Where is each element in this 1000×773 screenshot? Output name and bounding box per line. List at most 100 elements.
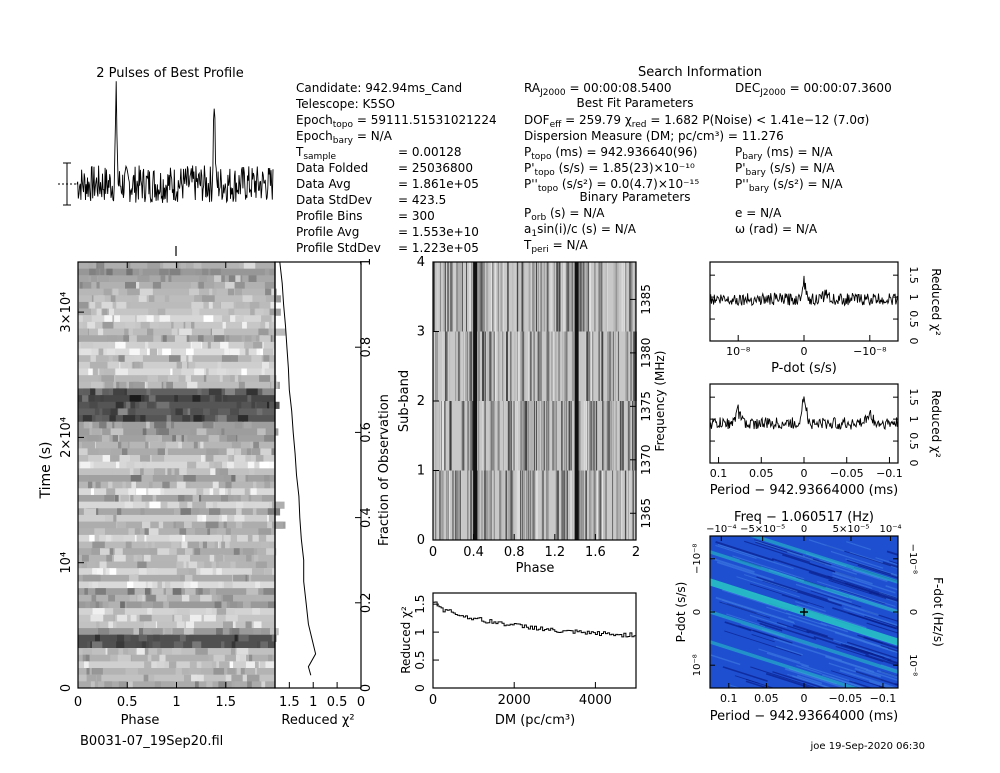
epoch-topo-text: Epochtopo = 59111.51531021224 — [296, 113, 497, 130]
pdot-xtick: 10⁻⁸ — [726, 345, 751, 358]
profile-title: 2 Pulses of Best Profile — [96, 66, 244, 81]
pdot-frame — [709, 261, 899, 342]
time-phase-row — [78, 381, 275, 389]
ppdot-xlabel: Period − 942.93664000 (ms) — [710, 709, 899, 724]
time-phase-row — [78, 654, 275, 662]
time-phase-row — [78, 674, 275, 682]
dm-ylabel: Reduced χ² — [399, 606, 413, 674]
time-phase-row — [78, 348, 275, 356]
pdbary-text: P'bary (s/s) = N/A — [735, 161, 835, 178]
subband-pulse — [473, 331, 478, 401]
chi-fraction-series-line — [279, 261, 317, 676]
dm-text: Dispersion Measure (DM; pc/cm³) = 11.276 — [524, 129, 784, 143]
subband-ytick: 4 — [417, 255, 425, 270]
time-phase-row — [78, 421, 275, 429]
subband-y2tick: 1375 — [639, 391, 653, 422]
dof-chi-text: DOFeff = 259.79 χred = 1.682 P(Noise) < … — [524, 113, 869, 130]
info-row-label: Data Folded — [296, 161, 368, 175]
time-phase-row — [78, 514, 275, 523]
epoch-bary-text: Epochbary = N/A — [296, 129, 393, 146]
ppdot-band — [710, 610, 898, 674]
info-row-value: = 300 — [398, 209, 435, 223]
ppdot-x2tick: −5×10⁻⁵ — [740, 524, 785, 535]
chi-fraction-ytick: 0 — [359, 684, 374, 692]
pbary-text: Pbary (ms) = N/A — [735, 145, 833, 162]
ppdot-ylabel: P-dot (s/s) — [674, 582, 688, 643]
pdot-plot: 0 0.5 1 1.5 10⁻⁸ 0 −10⁻⁸ P-dot (s/s) Reduced χ… — [709, 261, 943, 376]
dm-series-line — [433, 601, 637, 638]
porb-text: Porb (s) = N/A — [524, 206, 605, 223]
period-xtick: 0.1 — [710, 467, 728, 480]
time-phase-row — [78, 308, 275, 316]
subband-xtick: 1.2 — [544, 545, 565, 560]
subband-pulse — [574, 401, 579, 471]
subband-y2tick: 1370 — [639, 445, 653, 476]
time-phase-row — [78, 321, 275, 330]
pdot-xlabel: P-dot (s/s) — [771, 361, 837, 376]
period-xtick: 0 — [801, 467, 808, 480]
ecc-text: e = N/A — [735, 206, 782, 220]
subband-pulse — [473, 470, 478, 540]
ppdot-y2tick: 0 — [907, 609, 918, 615]
best-fit-heading: Best Fit Parameters — [577, 96, 694, 110]
ppdot-ytick: −10⁻⁸ — [692, 544, 703, 574]
asini-text: a1sin(i)/c (s) = N/A — [524, 222, 637, 239]
time-phase-row — [78, 528, 275, 536]
subband-ytick: 3 — [417, 325, 425, 340]
time-phase-row — [78, 554, 275, 563]
telescope-text: Telescope: K5SO — [295, 97, 395, 111]
subband-y2label: Frequency (MHz) — [653, 351, 667, 452]
dm-xtick: 2000 — [498, 693, 531, 708]
dm-ytick: 1.5 — [413, 595, 427, 614]
time-phase-row — [78, 501, 275, 509]
info-row-label: Data Avg — [296, 177, 351, 191]
dm-frame — [432, 592, 637, 689]
ppdot-ytick: 0 — [692, 609, 703, 615]
period-ytick: 1 — [907, 416, 920, 423]
pdot-ytick: 0 — [907, 338, 920, 345]
period-series-line — [709, 396, 899, 431]
ppdot-xtick: −0.1 — [870, 692, 897, 705]
time-phase-row — [78, 448, 275, 456]
ppdot-xtick: 0.05 — [754, 692, 779, 705]
ppdot-xtick: 0.1 — [720, 692, 738, 705]
period-plot: 0 0.5 1 1.5 0.1 0.05 0 −0.05 −0.1 Period − 942.9… — [709, 383, 943, 498]
time-phase-ytick: 2×10⁴ — [59, 417, 74, 458]
info-row-value: = 0.00128 — [398, 145, 462, 159]
profile-series-line — [76, 81, 274, 204]
search-title: Search Information — [638, 65, 762, 80]
subband-ytick: 0 — [417, 533, 425, 548]
pdot-xtick: −10⁻⁸ — [853, 345, 887, 358]
info-row-label: Profile StdDev — [296, 241, 381, 255]
pdot-series-line — [709, 275, 899, 307]
pdot-xtick: 0 — [801, 345, 808, 358]
candidate-info: Candidate: 942.94ms_Cand Telescope: K5SO… — [295, 81, 497, 255]
time-phase-xtick: 0 — [74, 695, 82, 710]
period-xlabel: Period − 942.93664000 (ms) — [710, 483, 899, 498]
dm-xtick: 4000 — [579, 693, 612, 708]
time-phase-row — [78, 275, 275, 283]
chi-fraction-xtick: 1.5 — [279, 695, 300, 710]
subband-ylabel: Sub-band — [397, 370, 412, 432]
subband-pulse — [574, 262, 579, 332]
info-row-label: Profile Bins — [296, 209, 363, 223]
ppdot-image — [710, 536, 898, 688]
ppdot-band — [710, 640, 860, 688]
time-phase-ytick: 3×10⁴ — [59, 292, 74, 333]
subband-pulse — [473, 262, 478, 332]
time-phase-row — [78, 488, 275, 496]
chi-fraction-ylabel: Fraction of Observation — [377, 394, 392, 546]
subband-pulse — [574, 470, 579, 540]
time-phase-row — [78, 574, 275, 582]
ppdot-ytick: 10⁻⁸ — [692, 654, 703, 676]
time-phase-row — [78, 415, 275, 423]
time-phase-row — [78, 481, 275, 489]
period-xtick: −0.1 — [876, 467, 903, 480]
chi-fraction-xtick: 0.5 — [327, 695, 348, 710]
subband-xtick: 0 — [429, 545, 437, 560]
period-ytick: 1.5 — [907, 388, 920, 406]
chi-fraction-ytick: 1 — [359, 258, 374, 266]
period-frame — [709, 383, 899, 464]
dm-xtick: 0 — [429, 693, 437, 708]
